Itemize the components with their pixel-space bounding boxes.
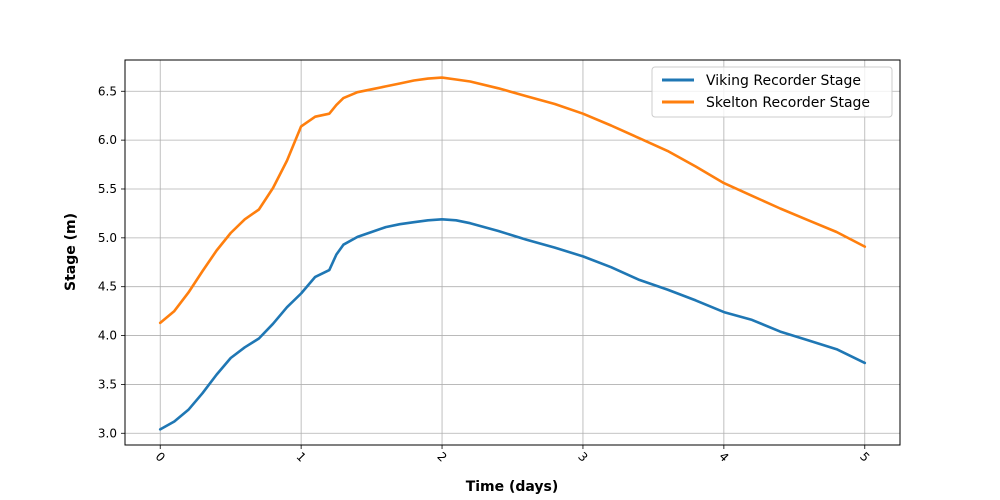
series-line-viking bbox=[158, 218, 867, 431]
series-lines bbox=[158, 76, 867, 431]
legend-label-viking: Viking Recorder Stage bbox=[706, 73, 861, 89]
legend-label-skelton: Skelton Recorder Stage bbox=[706, 95, 870, 111]
y-tick-label: 6.5 bbox=[98, 84, 117, 98]
series-line-skelton bbox=[158, 76, 867, 325]
x-axis-title: Time (days) bbox=[466, 479, 559, 495]
y-tick-label: 6.0 bbox=[98, 133, 117, 147]
y-tick-label: 5.0 bbox=[98, 231, 117, 245]
y-tick-label: 4.0 bbox=[98, 329, 117, 343]
legend-box bbox=[651, 66, 893, 118]
y-tick-label: 3.5 bbox=[98, 377, 117, 391]
y-tick-label: 3.0 bbox=[98, 426, 117, 440]
legend: Viking Recorder Stage Skelton Recorder S… bbox=[651, 66, 893, 118]
plot-frame bbox=[124, 59, 901, 446]
y-axis-title: Stage (m) bbox=[63, 213, 79, 291]
y-tick-label: 4.5 bbox=[98, 280, 117, 294]
y-tick-label: 5.5 bbox=[98, 182, 117, 196]
